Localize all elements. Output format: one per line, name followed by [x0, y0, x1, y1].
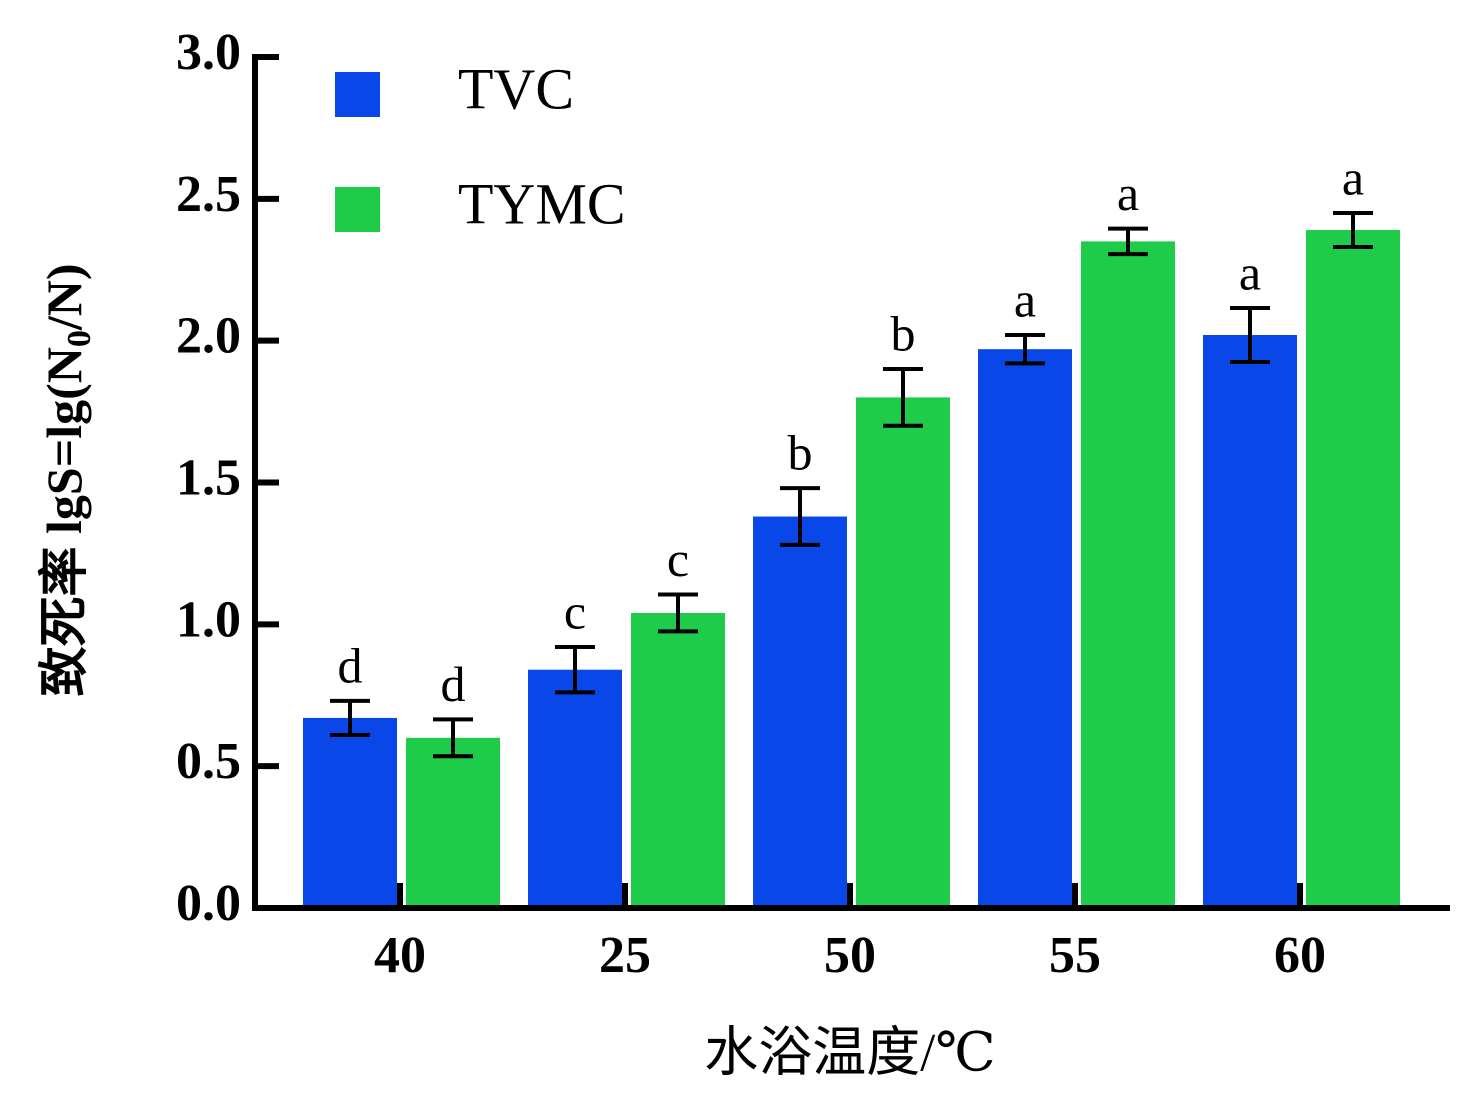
error-bar — [883, 367, 923, 428]
significance-label: d — [338, 637, 363, 693]
significance-label: b — [891, 306, 916, 362]
error-bar — [1108, 226, 1148, 257]
significance-label: c — [667, 531, 689, 587]
y-tick-label: 0.5 — [176, 733, 241, 790]
y-tick-label: 2.5 — [176, 166, 241, 223]
y-tick-label: 1.5 — [176, 449, 241, 506]
bar — [528, 669, 622, 908]
y-tick-label: 1.0 — [176, 591, 241, 648]
bar — [856, 397, 950, 908]
x-tick-label: 55 — [1049, 927, 1101, 984]
x-tick-label: 50 — [824, 927, 876, 984]
y-tick-label: 3.0 — [176, 24, 241, 81]
y-label-subscript: 0 — [61, 330, 98, 347]
x-axis-label: 水浴温度/℃ — [704, 1022, 995, 1082]
significance-label: a — [1342, 149, 1364, 205]
error-bar — [555, 645, 595, 695]
x-tick-label: 40 — [374, 927, 426, 984]
significance-label: c — [564, 583, 586, 639]
significance-label: a — [1014, 271, 1036, 327]
y-label-part: /N) — [36, 264, 92, 332]
bar — [753, 516, 847, 908]
significance-label: a — [1239, 245, 1261, 301]
significance-label: b — [788, 425, 813, 481]
error-bar — [433, 717, 473, 759]
legend-swatch — [335, 187, 380, 232]
legend-label: TYMC — [458, 171, 626, 236]
error-bar — [1333, 211, 1373, 250]
error-bar — [780, 486, 820, 547]
bar — [303, 717, 397, 908]
legend-label: TVC — [458, 56, 574, 121]
y-axis-label: 致死率 lgS=lg(N0/N) — [36, 264, 97, 697]
legend-swatch — [335, 72, 380, 117]
x-tick-label: 25 — [599, 927, 651, 984]
bar — [1203, 334, 1297, 908]
x-tick-label: 60 — [1274, 927, 1326, 984]
y-tick-label: 0.0 — [176, 875, 241, 932]
error-bar — [1230, 306, 1270, 364]
significance-label: d — [441, 656, 466, 712]
bar — [1306, 230, 1400, 908]
bar — [978, 349, 1072, 909]
error-bar — [1005, 332, 1045, 366]
y-label-part: 致死率 lgS=lg(N — [36, 347, 92, 696]
bar — [631, 612, 725, 908]
error-bar — [330, 698, 370, 737]
bar — [1081, 241, 1175, 909]
y-tick-label: 2.0 — [176, 308, 241, 365]
error-bar — [658, 592, 698, 634]
significance-label: a — [1117, 165, 1139, 221]
bar — [406, 737, 500, 908]
